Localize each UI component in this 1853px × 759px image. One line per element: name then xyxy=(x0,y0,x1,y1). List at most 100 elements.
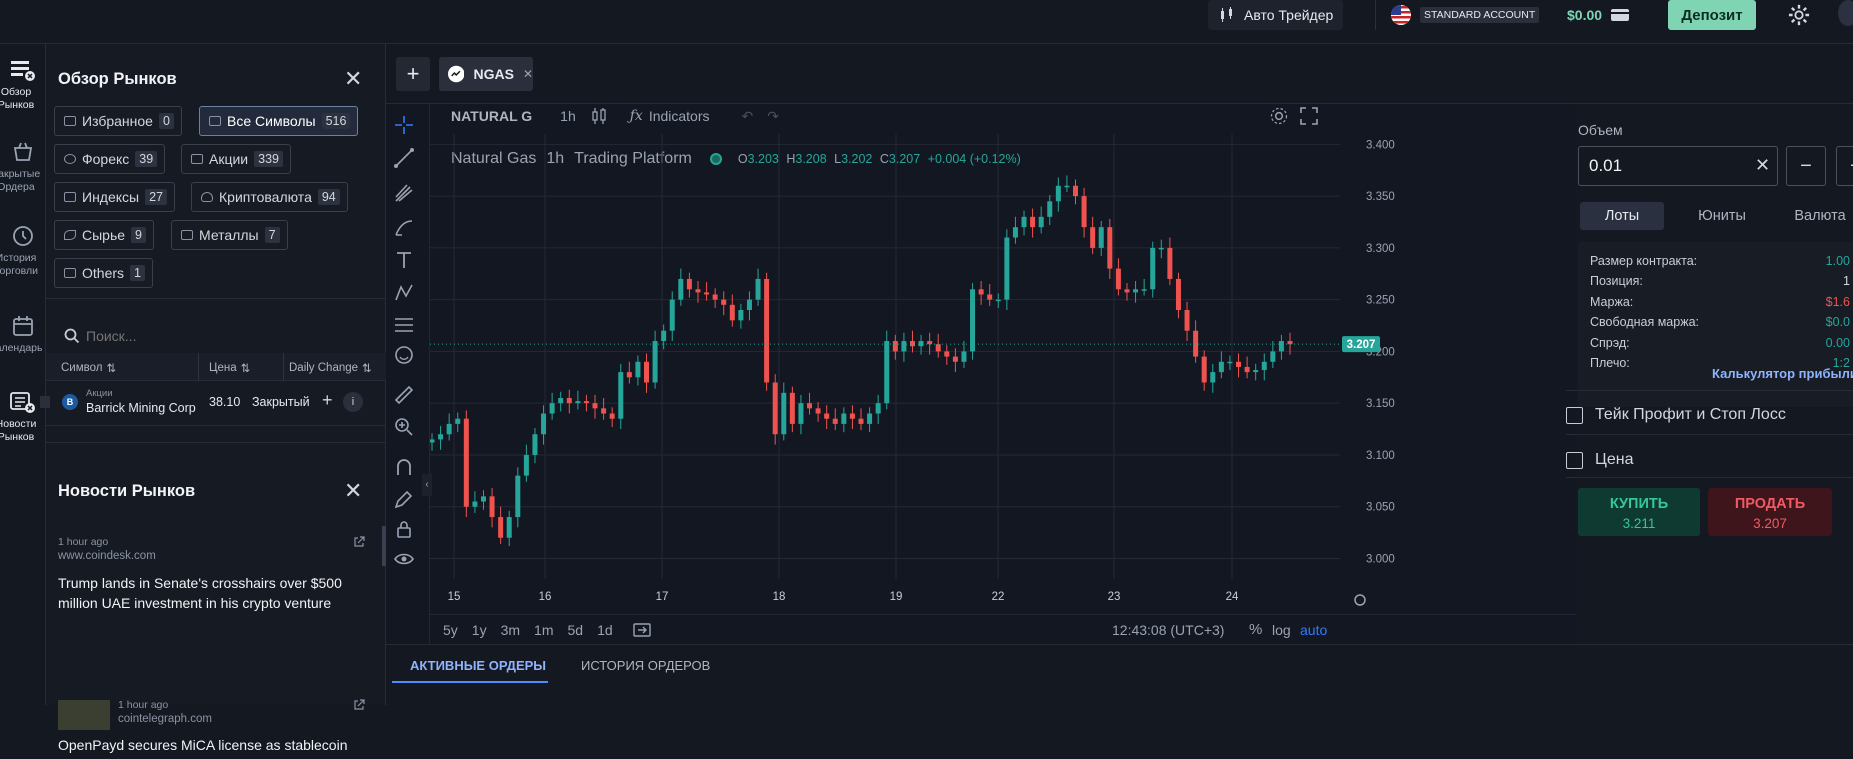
scrollbar[interactable] xyxy=(382,526,386,566)
chip-favorites[interactable]: Избранное 0 xyxy=(54,106,182,136)
ruler-tool[interactable] xyxy=(386,384,422,406)
add-tab-button[interactable]: + xyxy=(396,57,430,91)
fullscreen-icon[interactable] xyxy=(1300,107,1318,125)
indicators-button[interactable]: ƒx Indicators xyxy=(630,108,710,124)
range-1y[interactable]: 1y xyxy=(471,621,487,638)
pattern-tool[interactable] xyxy=(386,282,422,304)
axis-settings-icon[interactable] xyxy=(1354,594,1366,606)
brush-tool[interactable] xyxy=(386,216,422,238)
chip-others[interactable]: Others 1 xyxy=(54,258,153,288)
column-daily-change[interactable]: Daily Change ⇅ xyxy=(289,361,372,375)
gear-icon[interactable] xyxy=(1788,4,1810,26)
price-chart[interactable]: 3.4003.3503.3003.2503.2003.1503.1003.050… xyxy=(430,134,1576,609)
rail-calendar[interactable]: Календарь xyxy=(0,314,46,355)
buy-button[interactable]: КУПИТЬ 3.211 xyxy=(1578,488,1700,536)
account-selector[interactable]: STANDARD ACCOUNT xyxy=(1390,0,1540,30)
visibility-tool[interactable] xyxy=(386,548,422,570)
candle-type-icon[interactable] xyxy=(590,107,608,125)
range-5d[interactable]: 5d xyxy=(567,621,584,638)
tab-active-orders[interactable]: АКТИВНЫЕ ОРДЕРЫ xyxy=(410,658,547,673)
news-item[interactable]: 1 hour ago www.coindesk.com Trump lands … xyxy=(46,536,381,666)
chart-settings-icon[interactable] xyxy=(1269,106,1289,126)
decrease-volume-button[interactable]: − xyxy=(1786,146,1826,186)
candle-body xyxy=(901,341,907,352)
clear-icon[interactable]: ✕ xyxy=(1755,155,1771,175)
undo-icon[interactable]: ↶ xyxy=(741,107,754,124)
range-5y[interactable]: 5y xyxy=(443,621,458,638)
chip-commodities[interactable]: Сырье 9 xyxy=(54,220,154,250)
projection-icon xyxy=(395,318,413,332)
auto-toggle[interactable]: auto xyxy=(1300,621,1328,638)
emoji-tool[interactable] xyxy=(386,344,422,366)
candle-body xyxy=(523,454,529,476)
chip-forex[interactable]: Форекс 39 xyxy=(54,144,166,174)
sell-button[interactable]: ПРОДАТЬ 3.207 xyxy=(1708,488,1832,536)
price-checkbox[interactable] xyxy=(1566,451,1583,469)
interval-selector[interactable]: 1h xyxy=(560,108,576,124)
tp-sl-checkbox[interactable] xyxy=(1566,406,1583,424)
symbol-selector[interactable]: NATURAL G xyxy=(451,108,533,124)
tab-units[interactable]: Юниты xyxy=(1698,208,1746,224)
tab-lots[interactable]: Лоты xyxy=(1580,202,1664,230)
chip-crypto[interactable]: Криптовалюта 94 xyxy=(191,182,348,212)
close-news-button[interactable]: ✕ xyxy=(344,478,363,503)
close-market-button[interactable]: ✕ xyxy=(344,66,363,91)
increase-volume-button[interactable]: + xyxy=(1836,146,1853,186)
price-option[interactable]: Цена xyxy=(1566,451,1633,469)
rail-market-overview[interactable]: Обзор Рынков xyxy=(0,58,46,112)
row-price: 38.10 xyxy=(209,395,241,409)
candle-body xyxy=(1175,278,1181,310)
chip-label: Индексы xyxy=(82,189,140,205)
external-link-icon[interactable] xyxy=(353,699,365,711)
avatar[interactable] xyxy=(1838,0,1853,26)
tab-ngas[interactable]: NGAS ✕ xyxy=(439,57,533,91)
rail-history[interactable]: История Торговли xyxy=(0,224,46,278)
projection-tool[interactable] xyxy=(386,314,422,336)
trendline-tool[interactable] xyxy=(386,147,422,169)
text-tool[interactable] xyxy=(386,249,422,271)
redo-icon[interactable]: ↷ xyxy=(767,107,779,124)
range-3m[interactable]: 3m xyxy=(500,621,521,638)
close-tab-icon[interactable]: ✕ xyxy=(522,67,533,81)
candle-body xyxy=(849,413,855,419)
chip-count: 27 xyxy=(145,189,167,205)
rail-news[interactable]: Новости Рынков xyxy=(0,390,46,444)
stack-icon xyxy=(181,230,193,240)
chip-indices[interactable]: Индексы 27 xyxy=(54,182,175,212)
percent-toggle[interactable]: % xyxy=(1249,621,1263,638)
column-symbol[interactable]: Символ ⇅ xyxy=(61,361,116,375)
date-range-icon[interactable] xyxy=(632,622,651,638)
volume-field[interactable]: 0.01 ✕ xyxy=(1578,146,1778,186)
profit-calculator-link[interactable]: Калькулятор прибыли xyxy=(1712,366,1853,381)
log-toggle[interactable]: log xyxy=(1272,621,1291,638)
info-value: $1.6 xyxy=(1825,294,1850,309)
fib-tool[interactable] xyxy=(386,182,422,204)
auto-trader-button[interactable]: Авто Трейдер xyxy=(1208,0,1344,30)
magnet-tool[interactable] xyxy=(386,456,422,478)
add-favorite-button[interactable]: + xyxy=(322,390,333,410)
crosshair-tool[interactable] xyxy=(386,114,422,136)
tp-sl-option[interactable]: Тейк Профит и Стоп Лосс xyxy=(1566,406,1786,424)
zoom-tool[interactable] xyxy=(386,416,422,438)
chip-count: 1 xyxy=(130,265,145,281)
clock-time[interactable]: 12:43:08 (UTC+3) xyxy=(1112,621,1225,638)
news-item[interactable]: 1 hour ago cointelegraph.com OpenPayd se… xyxy=(46,699,381,759)
collapse-toolbar-button[interactable]: ‹ xyxy=(422,474,432,496)
range-1m[interactable]: 1m xyxy=(534,621,554,638)
lock-drawing-tool[interactable] xyxy=(386,488,422,510)
info-icon[interactable]: i xyxy=(343,392,363,412)
range-1d[interactable]: 1d xyxy=(597,621,613,638)
table-row[interactable]: B Акции Barrick Mining Corp 38.10 Закрыт… xyxy=(40,382,386,426)
lock-tool[interactable] xyxy=(386,518,422,540)
column-price[interactable]: Цена ⇅ xyxy=(209,361,250,375)
deposit-button[interactable]: Депозит xyxy=(1668,0,1756,30)
rail-closed-orders[interactable]: Закрытые Ордера xyxy=(0,140,46,194)
search-input[interactable] xyxy=(86,324,366,348)
tab-order-history[interactable]: ИСТОРИЯ ОРДЕРОВ xyxy=(581,658,711,673)
chip-stocks[interactable]: Акции 339 xyxy=(181,144,291,174)
tab-currency[interactable]: Валюта xyxy=(1794,208,1846,224)
chip-metals[interactable]: Металлы 7 xyxy=(171,220,288,250)
external-link-icon[interactable] xyxy=(353,536,365,548)
chip-all-symbols[interactable]: Все Символы 516 xyxy=(199,106,359,136)
balance[interactable]: $0.00 xyxy=(1567,0,1630,30)
